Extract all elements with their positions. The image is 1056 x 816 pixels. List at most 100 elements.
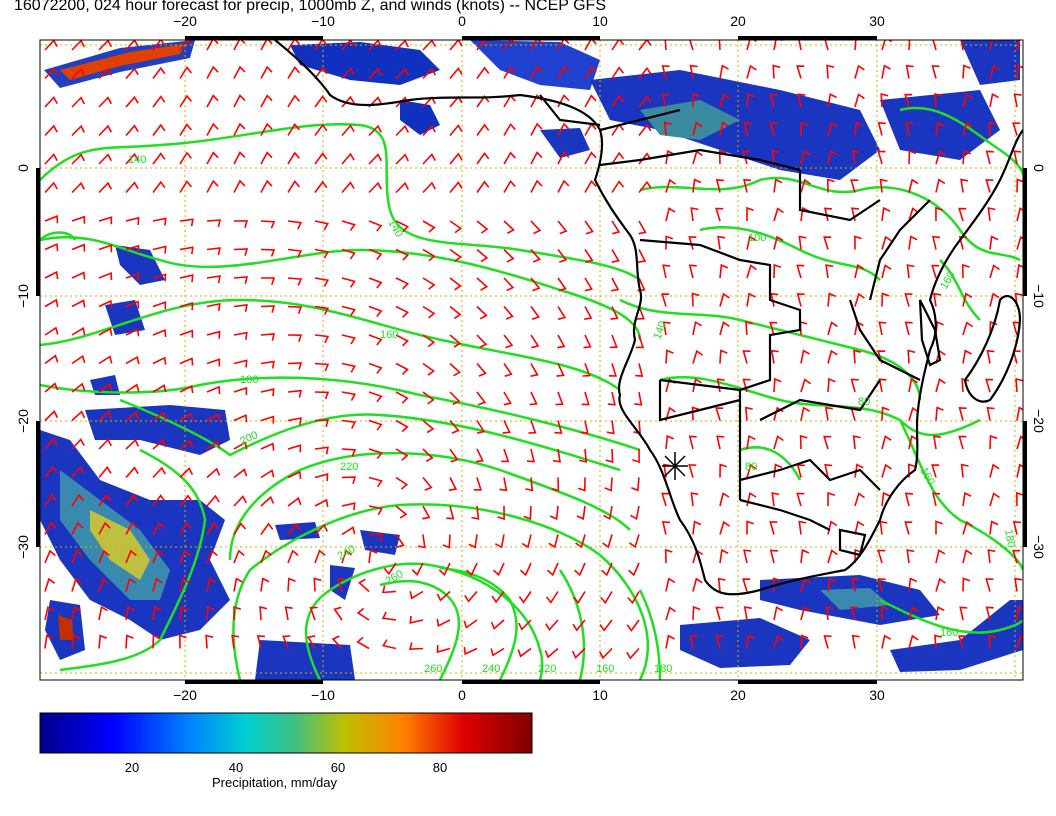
wind-barb bbox=[449, 277, 462, 291]
wind-barb bbox=[314, 419, 330, 428]
wind-barb bbox=[341, 95, 355, 108]
wind-barb bbox=[742, 350, 751, 364]
wind-barb bbox=[71, 606, 82, 621]
precip-blob bbox=[470, 40, 600, 90]
wind-barb bbox=[665, 349, 674, 364]
wind-barb bbox=[743, 178, 752, 193]
wind-barb bbox=[260, 360, 275, 369]
wind-barb bbox=[44, 243, 59, 252]
wind-barb bbox=[152, 273, 167, 282]
wind-barb bbox=[904, 93, 913, 108]
wind-barb bbox=[773, 435, 784, 450]
wind-barb bbox=[634, 391, 643, 406]
wind-barb bbox=[337, 578, 346, 592]
wind-barb bbox=[206, 330, 221, 339]
lon-tick-label: 10 bbox=[592, 13, 608, 29]
wind-barb bbox=[557, 220, 568, 235]
wind-barb bbox=[935, 150, 946, 165]
wind-barb bbox=[395, 505, 408, 519]
wind-barb bbox=[476, 123, 490, 136]
wind-barb bbox=[935, 549, 946, 564]
wind-barb bbox=[958, 435, 967, 450]
wind-barb bbox=[933, 292, 942, 307]
wind-barb bbox=[545, 619, 559, 632]
wind-barb bbox=[341, 476, 357, 485]
wind-barb bbox=[827, 349, 838, 364]
wind-barb bbox=[960, 463, 969, 478]
wind-barb bbox=[503, 334, 514, 349]
wind-barb bbox=[1012, 122, 1021, 136]
wind-barb bbox=[823, 435, 832, 450]
wind-barb bbox=[71, 67, 86, 80]
wind-barb bbox=[742, 578, 751, 592]
wind-barb bbox=[881, 206, 891, 222]
wind-barb bbox=[71, 153, 86, 165]
wind-barb bbox=[958, 635, 967, 649]
wind-barb bbox=[606, 420, 615, 435]
wind-barb bbox=[463, 619, 478, 629]
wind-barb bbox=[800, 548, 810, 564]
wind-barb bbox=[422, 505, 431, 520]
wind-barb bbox=[904, 521, 913, 535]
wind-barb bbox=[341, 391, 357, 401]
wind-barb bbox=[260, 248, 276, 257]
wind-barb bbox=[446, 505, 455, 520]
wind-barb bbox=[314, 305, 330, 316]
wind-barb bbox=[313, 577, 322, 592]
wind-barb bbox=[152, 577, 163, 592]
precip-blob bbox=[680, 618, 810, 668]
wind-barb bbox=[152, 152, 166, 165]
wind-barb bbox=[125, 152, 139, 165]
wind-barb bbox=[287, 66, 301, 79]
wind-barb bbox=[530, 179, 543, 193]
wind-barb bbox=[125, 95, 139, 108]
wind-barb bbox=[98, 634, 108, 649]
wind-barb bbox=[179, 151, 193, 165]
wind-barb bbox=[491, 591, 505, 604]
wind-barb bbox=[71, 271, 86, 280]
wind-barb bbox=[986, 349, 995, 364]
map-title: 16072200, 024 hour forecast for precip, … bbox=[14, 0, 606, 14]
wind-barb bbox=[179, 384, 194, 394]
wind-barb bbox=[769, 521, 778, 535]
wind-barb bbox=[800, 206, 810, 222]
wind-barb bbox=[179, 218, 194, 227]
wind-barb bbox=[125, 216, 140, 225]
wind-barb bbox=[71, 299, 86, 308]
wind-barb bbox=[44, 521, 57, 535]
wind-barb bbox=[530, 248, 541, 263]
wind-barb bbox=[125, 181, 139, 194]
wind-barb bbox=[260, 333, 276, 341]
wind-barb bbox=[98, 355, 113, 365]
wind-barb bbox=[438, 562, 451, 577]
wind-barb bbox=[665, 434, 675, 450]
wind-barb bbox=[179, 357, 194, 366]
wind-barb bbox=[449, 362, 461, 377]
wind-barb bbox=[341, 448, 357, 457]
colorbar-tick-label: 60 bbox=[331, 760, 345, 775]
wind-barb bbox=[989, 434, 998, 450]
wind-barb bbox=[584, 40, 597, 51]
wind-barb bbox=[663, 121, 672, 136]
wind-barb bbox=[664, 548, 673, 564]
wind-barb bbox=[715, 179, 724, 193]
wind-barb bbox=[233, 94, 246, 108]
wind-barb bbox=[71, 124, 86, 137]
wind-barb bbox=[125, 605, 135, 621]
wind-barb bbox=[395, 334, 409, 347]
wind-barb bbox=[260, 388, 275, 397]
wind-barb bbox=[523, 505, 532, 521]
lat-tick-label: −20 bbox=[1031, 409, 1047, 433]
wind-barb bbox=[333, 606, 343, 621]
wind-barb bbox=[665, 406, 676, 421]
wind-barb bbox=[492, 562, 505, 577]
wind-barb bbox=[449, 124, 463, 137]
wind-barb bbox=[827, 577, 837, 592]
wind-barb bbox=[341, 124, 355, 137]
contour-line bbox=[899, 106, 1023, 176]
station-marker bbox=[662, 452, 688, 480]
precip-blob bbox=[960, 40, 1020, 85]
wind-barb bbox=[746, 206, 754, 221]
lon-tick-label: 30 bbox=[869, 687, 885, 703]
contour-line bbox=[40, 236, 642, 341]
